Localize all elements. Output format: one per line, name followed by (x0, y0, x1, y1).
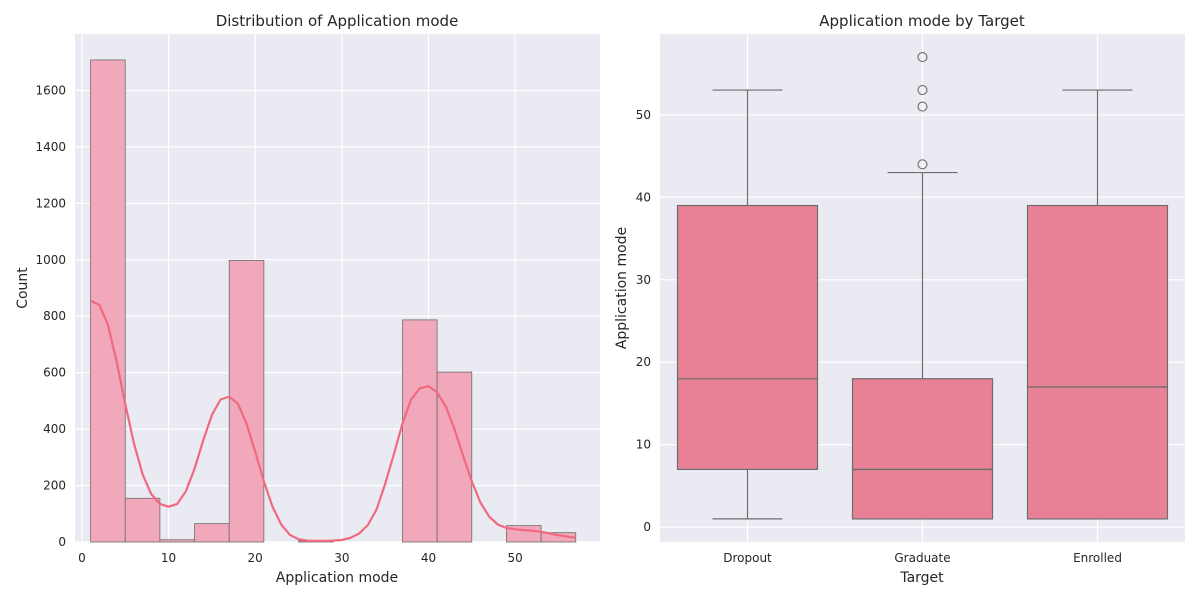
histogram-x-label: Application mode (276, 570, 398, 586)
x-tick-label: 30 (334, 551, 349, 565)
histogram-y-ticks: 0 200 400 600 800 1000 1200 1400 1600 (35, 83, 66, 549)
y-tick-label: 600 (43, 366, 66, 380)
x-tick-label: Graduate (894, 551, 950, 565)
boxplot-x-ticks: Dropout Graduate Enrolled (723, 551, 1122, 565)
x-tick-label: Dropout (723, 551, 772, 565)
boxplot-title: Application mode by Target (819, 12, 1025, 30)
y-tick-label: 400 (43, 422, 66, 436)
box-iqr (1026, 204, 1169, 520)
box-iqr (851, 378, 994, 520)
histogram-plot-area (75, 34, 600, 542)
histogram-kde-line (90, 299, 576, 542)
outlier-point (917, 159, 928, 170)
x-tick-label: Enrolled (1073, 551, 1122, 565)
histogram-bar (159, 539, 195, 543)
histogram-bar (436, 371, 473, 543)
y-tick-label: 20 (636, 355, 651, 369)
boxplot-y-ticks: 0 10 20 30 40 50 (636, 108, 651, 534)
y-tick-label: 200 (43, 479, 66, 493)
histogram-title: Distribution of Application mode (216, 12, 459, 30)
y-tick-label: 50 (636, 108, 651, 122)
outlier-point (917, 85, 928, 96)
histogram-panel: Distribution of Application mode 0 10 20 30… (15, 12, 600, 586)
histogram-grid (75, 34, 600, 543)
histogram-bar (194, 523, 230, 543)
histogram-x-ticks: 0 10 20 30 40 50 (78, 551, 523, 565)
histogram-bar (90, 59, 126, 543)
x-tick-label: 20 (248, 551, 263, 565)
y-tick-label: 40 (636, 190, 651, 204)
histogram-bar (124, 497, 161, 543)
histogram-bar (402, 319, 438, 543)
x-tick-label: 10 (161, 551, 176, 565)
y-tick-label: 30 (636, 273, 651, 287)
y-tick-label: 1000 (35, 253, 66, 267)
x-tick-label: 0 (78, 551, 86, 565)
x-tick-label: 50 (507, 551, 522, 565)
x-tick-label: 40 (421, 551, 436, 565)
outlier-point (917, 101, 928, 112)
boxplot-boxes (676, 52, 1169, 520)
y-tick-label: 0 (58, 535, 66, 549)
boxplot-y-label: Application mode (614, 227, 630, 349)
y-tick-label: 10 (636, 438, 651, 452)
y-tick-label: 800 (43, 309, 66, 323)
y-tick-label: 1200 (35, 196, 66, 210)
y-tick-label: 1400 (35, 140, 66, 154)
outlier-point (917, 52, 928, 63)
boxplot-panel: Application mode by Target Dropout Gradua… (614, 12, 1185, 586)
boxplot-x-label: Target (899, 570, 944, 586)
histogram-y-label: Count (15, 267, 31, 309)
y-tick-label: 1600 (35, 83, 66, 97)
box-iqr (676, 204, 819, 471)
y-tick-label: 0 (643, 520, 651, 534)
